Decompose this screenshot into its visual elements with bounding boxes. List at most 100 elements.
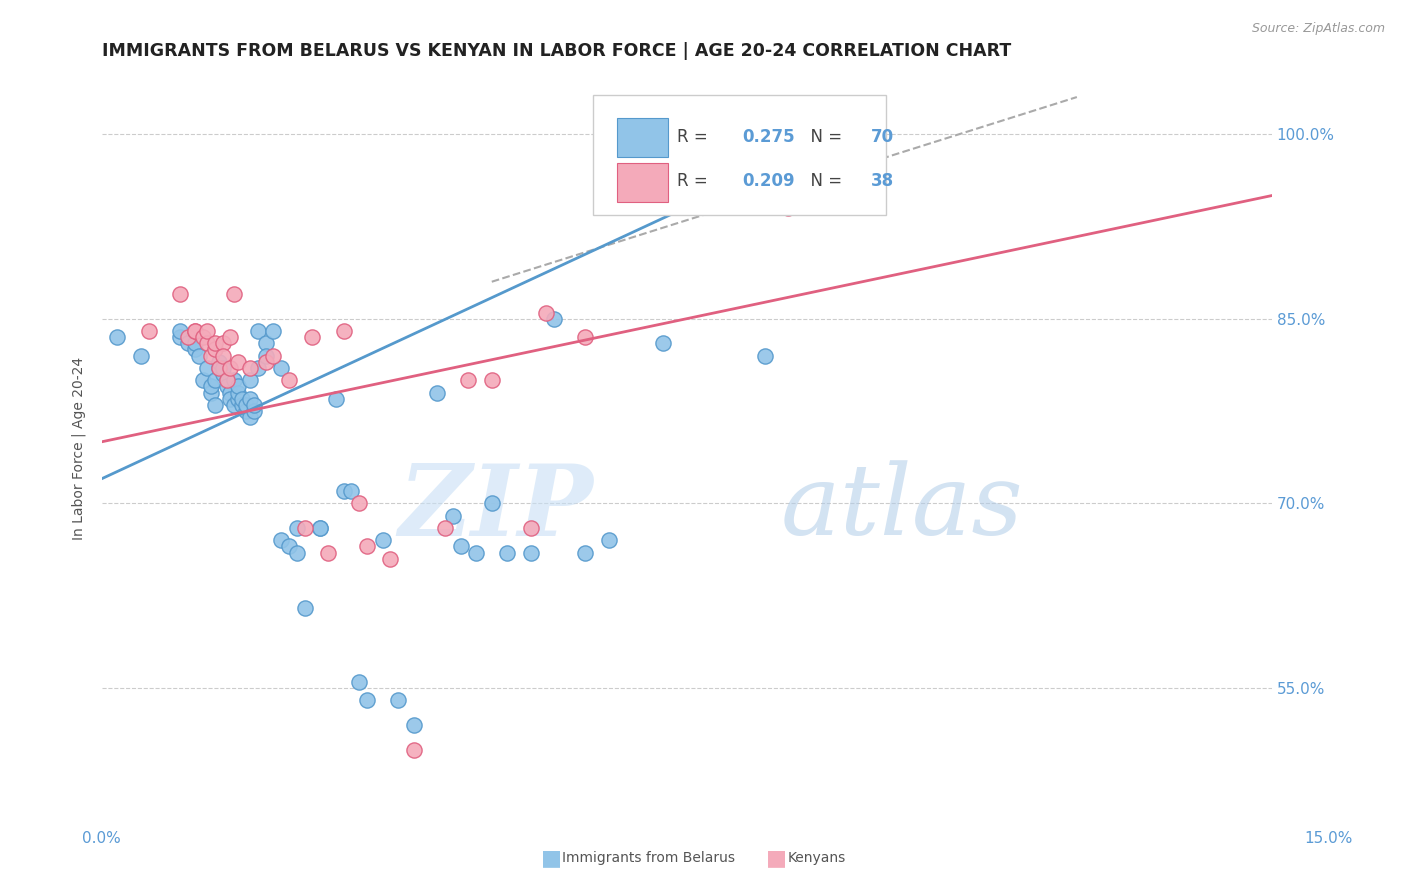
Point bbox=[340, 484, 363, 499]
Point bbox=[278, 540, 301, 554]
Point bbox=[105, 330, 128, 344]
Point bbox=[465, 546, 488, 560]
Point bbox=[211, 360, 233, 375]
Point bbox=[219, 330, 242, 344]
Point bbox=[195, 360, 218, 375]
Y-axis label: In Labor Force | Age 20-24: In Labor Force | Age 20-24 bbox=[72, 357, 86, 540]
Point bbox=[211, 336, 233, 351]
Point bbox=[235, 404, 257, 418]
Point bbox=[138, 324, 160, 338]
Point bbox=[176, 336, 198, 351]
Point bbox=[224, 287, 246, 301]
Point bbox=[270, 360, 292, 375]
Point bbox=[231, 392, 253, 406]
Point bbox=[239, 410, 262, 425]
Point bbox=[309, 521, 332, 535]
Point bbox=[169, 330, 191, 344]
Point bbox=[332, 324, 354, 338]
FancyBboxPatch shape bbox=[593, 95, 886, 215]
Point bbox=[347, 674, 370, 689]
Text: 0.275: 0.275 bbox=[742, 128, 794, 146]
Point bbox=[426, 385, 449, 400]
Point bbox=[402, 718, 425, 732]
Point bbox=[262, 349, 284, 363]
Point bbox=[215, 379, 238, 393]
Point bbox=[219, 360, 242, 375]
Point bbox=[778, 201, 800, 215]
Text: ■: ■ bbox=[766, 848, 787, 868]
Text: atlas: atlas bbox=[780, 460, 1024, 556]
Point bbox=[191, 330, 214, 344]
Text: Immigrants from Belarus: Immigrants from Belarus bbox=[562, 851, 735, 865]
FancyBboxPatch shape bbox=[617, 162, 668, 202]
Point bbox=[211, 367, 233, 381]
Point bbox=[226, 385, 249, 400]
Point bbox=[332, 484, 354, 499]
Point bbox=[224, 373, 246, 387]
Point bbox=[208, 360, 231, 375]
Point bbox=[188, 349, 211, 363]
Point bbox=[200, 379, 222, 393]
Point bbox=[380, 551, 402, 566]
Point bbox=[496, 546, 519, 560]
Point bbox=[285, 521, 308, 535]
Text: Source: ZipAtlas.com: Source: ZipAtlas.com bbox=[1251, 22, 1385, 36]
Point bbox=[231, 398, 253, 412]
Point bbox=[219, 392, 242, 406]
Point bbox=[195, 324, 218, 338]
Point bbox=[356, 540, 378, 554]
Point bbox=[285, 546, 308, 560]
Point bbox=[243, 398, 266, 412]
Point bbox=[270, 533, 292, 548]
Point bbox=[481, 373, 503, 387]
Point bbox=[239, 360, 262, 375]
Point bbox=[294, 521, 316, 535]
Text: 0.209: 0.209 bbox=[742, 172, 794, 190]
Point bbox=[574, 546, 596, 560]
Point bbox=[450, 540, 472, 554]
Point bbox=[176, 330, 198, 344]
Point bbox=[254, 349, 277, 363]
Point bbox=[195, 336, 218, 351]
Text: 15.0%: 15.0% bbox=[1305, 831, 1353, 846]
Point bbox=[754, 349, 776, 363]
FancyBboxPatch shape bbox=[617, 119, 668, 158]
Point bbox=[246, 324, 269, 338]
Point bbox=[226, 392, 249, 406]
Text: IMMIGRANTS FROM BELARUS VS KENYAN IN LABOR FORCE | AGE 20-24 CORRELATION CHART: IMMIGRANTS FROM BELARUS VS KENYAN IN LAB… bbox=[101, 42, 1011, 60]
Point bbox=[208, 355, 231, 369]
Point bbox=[204, 343, 226, 357]
Text: ■: ■ bbox=[541, 848, 562, 868]
Point bbox=[184, 343, 207, 357]
Point bbox=[184, 324, 207, 338]
Point bbox=[598, 533, 620, 548]
Point bbox=[402, 742, 425, 756]
Point bbox=[191, 373, 214, 387]
Point bbox=[356, 693, 378, 707]
Point bbox=[520, 521, 543, 535]
Point bbox=[294, 601, 316, 615]
Point bbox=[243, 404, 266, 418]
Point bbox=[371, 533, 394, 548]
Point bbox=[278, 373, 301, 387]
Text: 0.0%: 0.0% bbox=[82, 831, 121, 846]
Point bbox=[129, 349, 152, 363]
Text: Kenyans: Kenyans bbox=[787, 851, 845, 865]
Point bbox=[347, 496, 370, 510]
Point bbox=[219, 385, 242, 400]
Point bbox=[208, 360, 231, 375]
Point bbox=[262, 324, 284, 338]
Point bbox=[184, 336, 207, 351]
Point bbox=[239, 373, 262, 387]
Point bbox=[226, 379, 249, 393]
Point bbox=[637, 127, 659, 141]
Text: ZIP: ZIP bbox=[398, 459, 593, 557]
Point bbox=[316, 546, 339, 560]
Text: 70: 70 bbox=[870, 128, 894, 146]
Point bbox=[200, 349, 222, 363]
Point bbox=[184, 324, 207, 338]
Point bbox=[457, 373, 479, 387]
Point bbox=[215, 373, 238, 387]
Point bbox=[224, 398, 246, 412]
Point bbox=[169, 324, 191, 338]
